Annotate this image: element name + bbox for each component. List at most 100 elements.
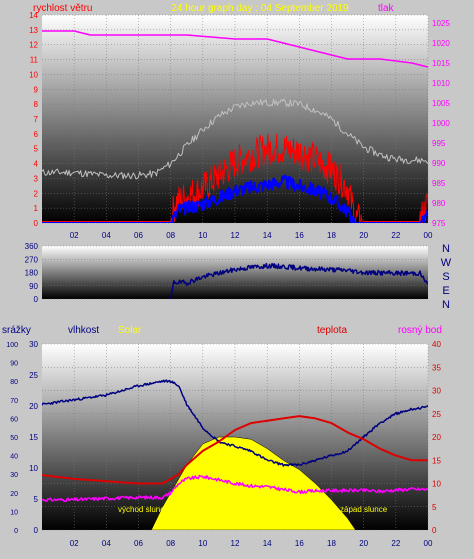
- x-tick-label: 14: [263, 539, 272, 548]
- humidity-tick-label: 0: [34, 526, 39, 535]
- x-tick-label: 02: [70, 231, 79, 240]
- x-tick-label: 10: [198, 231, 207, 240]
- pressure-tick-label: 990: [432, 159, 446, 168]
- wind-tick-label: 0: [34, 219, 39, 228]
- wind-direction-line: [169, 262, 428, 299]
- pressure-tick-label: 1025: [432, 19, 450, 28]
- humidity-line: [42, 379, 428, 467]
- x-tick-label: 04: [102, 539, 111, 548]
- plot1-grid: [42, 14, 429, 224]
- x-tick-label: 08: [166, 231, 175, 240]
- wind-tick-label: 11: [30, 56, 39, 65]
- wind-gust-line: [42, 133, 428, 223]
- x-tick-label: 06: [134, 231, 143, 240]
- x-tick-label: 22: [391, 231, 400, 240]
- wind-tick-label: 2: [34, 189, 39, 198]
- temperature-axis-label: teplota: [317, 325, 347, 336]
- humidity-tick-label: 20: [29, 402, 38, 411]
- pressure-axis-label: tlak: [378, 3, 395, 14]
- wind-tick-label: 6: [34, 130, 39, 139]
- wind-tick-label: 12: [29, 41, 38, 50]
- x-tick-label: 14: [263, 231, 272, 240]
- rain-tick-label: 50: [10, 435, 18, 442]
- direction-tick-labels: 0 90 180 270 360: [25, 242, 39, 304]
- direction-tick-label: 180: [25, 269, 39, 278]
- rain-tick-label: 40: [10, 454, 18, 461]
- rain-tick-label: 80: [10, 379, 18, 386]
- wind-tick-label: 9: [34, 85, 39, 94]
- dewpoint-axis-label: rosný bod: [398, 325, 442, 336]
- compass-label: N: [442, 299, 450, 311]
- x-tick-label: 22: [391, 539, 400, 548]
- wind-tick-label: 3: [34, 174, 39, 183]
- direction-tick-label: 90: [29, 282, 38, 291]
- x-tick-label: 18: [327, 231, 336, 240]
- dewpoint-line: [42, 474, 428, 503]
- pressure-tick-labels: 975 980 985 990 995 1000 1005 1010 1015 1020 1025: [432, 19, 450, 228]
- wind-tick-label: 5: [34, 145, 39, 154]
- rain-tick-labels: 0 10 20 30 40 50 60 70 80 90 100: [6, 342, 18, 535]
- pressure-tick-label: 1020: [432, 39, 450, 48]
- humidity-tick-label: 5: [34, 495, 39, 504]
- wind-tick-label: 14: [29, 11, 38, 20]
- direction-tick-label: 270: [25, 255, 39, 264]
- temperature-tick-label: 15: [432, 456, 441, 465]
- plot1-series: [42, 30, 428, 223]
- pressure-tick-label: 975: [432, 219, 446, 228]
- x-tick-label: 02: [70, 539, 79, 548]
- x-tick-label: 20: [359, 539, 368, 548]
- plot2-series: [169, 262, 428, 299]
- rain-tick-label: 70: [10, 398, 18, 405]
- temperature-tick-label: 30: [432, 387, 441, 396]
- temperature-tick-label: 35: [432, 363, 441, 372]
- x-tick-label: 04: [102, 231, 111, 240]
- pressure-tick-label: 1000: [432, 119, 450, 128]
- x-tick-label: 10: [198, 539, 207, 548]
- x-tick-label: 20: [359, 231, 368, 240]
- x-tick-label: 06: [134, 539, 143, 548]
- plot1-x-tick-labels: 02 04 06 08 10 12 14 16 18 20 22 00: [70, 231, 433, 240]
- solar-area: [151, 436, 356, 530]
- direction-tick-label: 0: [34, 295, 39, 304]
- solar-label: Solar: [118, 325, 142, 336]
- humidity-tick-labels: 0 5 10 15 20 25 30: [29, 340, 38, 535]
- rain-tick-label: 90: [10, 361, 18, 368]
- temperature-tick-label: 25: [432, 410, 441, 419]
- rain-tick-label: 30: [10, 472, 18, 479]
- pressure-tick-label: 1010: [432, 79, 450, 88]
- humidity-axis-label: vlhkost: [68, 325, 99, 336]
- sunrise-label: východ slunce: [118, 505, 169, 514]
- pressure-tick-label: 995: [432, 139, 446, 148]
- wind-tick-label: 4: [34, 160, 39, 169]
- x-tick-label: 18: [327, 539, 336, 548]
- wind-speed-line: [42, 174, 428, 223]
- sunset-label: západ slunce: [340, 505, 388, 514]
- temperature-tick-labels: 0 5 10 15 20 25 30 35 40: [432, 340, 441, 535]
- x-tick-label: 12: [231, 231, 240, 240]
- x-tick-label: 16: [295, 231, 304, 240]
- wind-tick-label: 1: [34, 204, 39, 213]
- humidity-tick-label: 15: [29, 433, 38, 442]
- pressure-tick-label: 1015: [432, 59, 450, 68]
- series-line-gray: [42, 98, 428, 180]
- compass-label: N: [442, 243, 450, 255]
- temperature-tick-label: 10: [432, 480, 441, 489]
- wind-tick-label: 8: [34, 100, 39, 109]
- temperature-tick-label: 5: [432, 503, 437, 512]
- x-tick-label: 12: [231, 539, 240, 548]
- rain-tick-label: 100: [6, 342, 18, 349]
- plot3-series: [42, 379, 428, 530]
- x-tick-label: 00: [424, 231, 433, 240]
- x-tick-label: 16: [295, 539, 304, 548]
- wind-tick-label: 7: [34, 115, 39, 124]
- compass-label: W: [441, 257, 452, 269]
- wind-axis-label: rychlost větru: [33, 3, 92, 14]
- pressure-tick-label: 1005: [432, 99, 450, 108]
- rain-tick-label: 10: [10, 509, 18, 516]
- humidity-tick-label: 10: [29, 464, 38, 473]
- x-tick-label: 08: [166, 539, 175, 548]
- wind-tick-label: 13: [29, 26, 38, 35]
- temperature-line: [42, 415, 428, 485]
